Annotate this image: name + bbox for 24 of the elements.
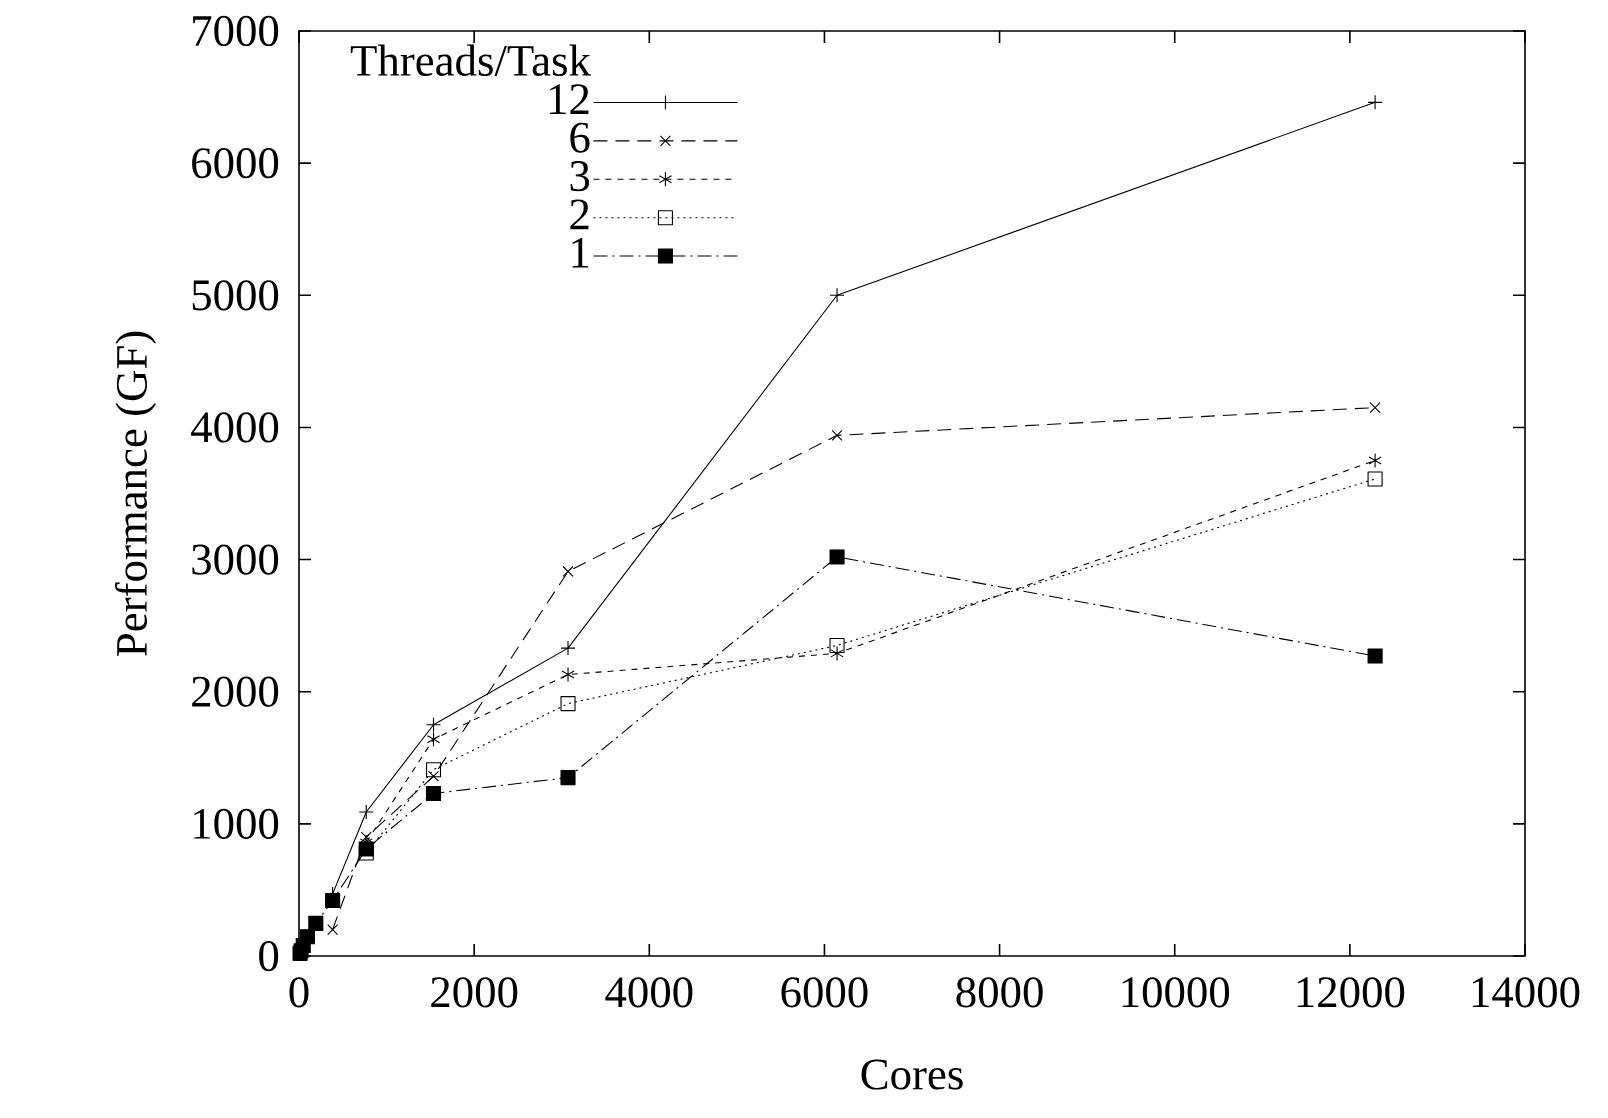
x-tick-label: 8000 [956, 977, 1043, 1008]
x-tick-label: 14000 [1472, 977, 1580, 1008]
x-tick-label: 2000 [431, 977, 518, 1008]
y-tick-label: 5000 [192, 280, 279, 311]
x-axis-title: Cores [861, 1059, 963, 1090]
legend-label: 6 [570, 122, 590, 153]
y-tick-label: 1000 [194, 808, 279, 839]
y-tick-label: 0 [259, 940, 279, 972]
y-tick-label: 4000 [191, 412, 279, 443]
legend-title: Threads/Task [350, 44, 591, 76]
legend-label: 2 [570, 199, 589, 230]
y-tick-label: 2000 [192, 676, 279, 707]
y-tick-label: 3000 [192, 544, 279, 575]
y-tick-label: 6000 [192, 148, 279, 179]
x-tick-label: 6000 [781, 977, 868, 1008]
x-tick-label: 10000 [1122, 977, 1230, 1008]
x-tick-label: 0 [289, 977, 309, 1008]
legend-label: 1 [572, 237, 589, 268]
y-axis-title: Performance (GF) [115, 331, 157, 656]
x-tick-label: 12000 [1297, 977, 1405, 1008]
x-tick-label: 4000 [605, 977, 693, 1008]
legend-label: 3 [570, 161, 590, 192]
y-tick-label: 7000 [193, 15, 279, 47]
legend-label: 12 [549, 84, 589, 114]
